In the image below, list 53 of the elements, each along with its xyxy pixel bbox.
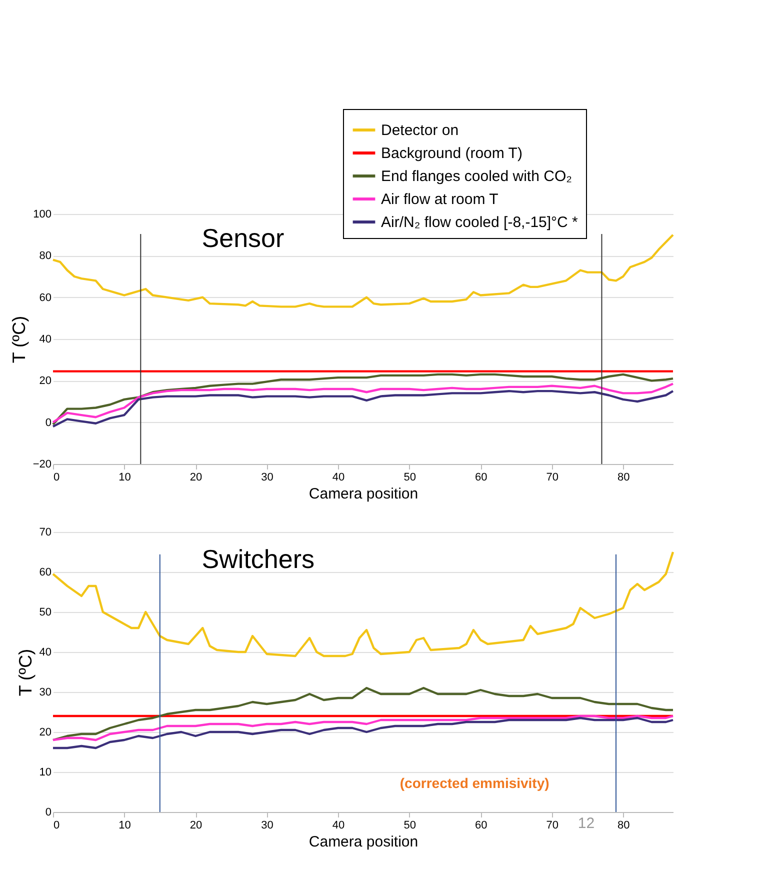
x-axis-title: Camera position: [308, 486, 418, 502]
line-series: [52, 550, 674, 658]
x-tick-label: 60: [474, 820, 488, 832]
line-series: [52, 373, 674, 426]
x-tick-label: 40: [332, 820, 345, 832]
x-axis-title: Camera position: [308, 834, 418, 850]
x-tick-label: 20: [190, 820, 202, 832]
x-tick-label: 10: [118, 472, 131, 484]
text: 12: [578, 815, 595, 832]
text: Switchers: [202, 544, 315, 574]
x-tick-label: 50: [404, 472, 416, 484]
legend-label: End flanges cooled with CO₂: [381, 168, 572, 185]
legend-label: Background (room T): [381, 145, 522, 162]
x-tick-label: 20: [190, 472, 202, 484]
y-tick-label: 20: [39, 726, 52, 738]
y-tick-label: 60: [39, 566, 52, 578]
x-tick-label: 80: [617, 472, 630, 484]
legend-label: Detector on: [381, 122, 459, 139]
chart-title: Sensor: [202, 223, 285, 253]
x-tick-label: 0: [54, 472, 60, 484]
x-tick-label: 60: [474, 472, 488, 484]
annotation: (corrected emmisivity): [400, 775, 550, 791]
x-tick-label: 70: [546, 820, 558, 832]
x-tick-label: 80: [617, 820, 630, 832]
y-tick-label: 0: [45, 806, 52, 818]
y-tick-label: 50: [39, 606, 52, 618]
y-tick-label: 60: [39, 292, 52, 304]
y-tick-label: 40: [39, 334, 52, 346]
legend-label: Air/N₂ flow cooled [-8,-15]°C *: [381, 214, 578, 231]
line-series: [52, 686, 674, 742]
line-series: [52, 390, 674, 428]
y-tick-label: 40: [39, 646, 52, 658]
line-series: [52, 714, 674, 742]
y-tick-label: 30: [39, 686, 52, 698]
y-tick-label: −20: [32, 458, 52, 470]
y-axis-title: T (ºC): [8, 316, 29, 364]
y-axis-title: T (ºC): [15, 648, 36, 696]
x-tick-label: 40: [332, 472, 345, 484]
y-tick-label: 0: [45, 416, 52, 429]
y-tick-label: 100: [33, 208, 52, 220]
y-tick-label: 10: [39, 766, 52, 778]
line-series: [52, 382, 674, 424]
x-tick-label: 50: [404, 820, 416, 832]
x-tick-label: 70: [546, 472, 558, 484]
x-tick-label: 30: [261, 472, 274, 484]
legend-label: Air flow at room T: [381, 191, 498, 208]
y-tick-label: 70: [39, 526, 52, 538]
y-tick-label: 20: [39, 375, 52, 388]
x-tick-label: 30: [261, 820, 274, 832]
x-tick-label: 0: [54, 820, 60, 832]
y-tick-label: 80: [39, 250, 52, 262]
x-tick-label: 10: [118, 820, 131, 832]
line-series: [52, 716, 674, 750]
